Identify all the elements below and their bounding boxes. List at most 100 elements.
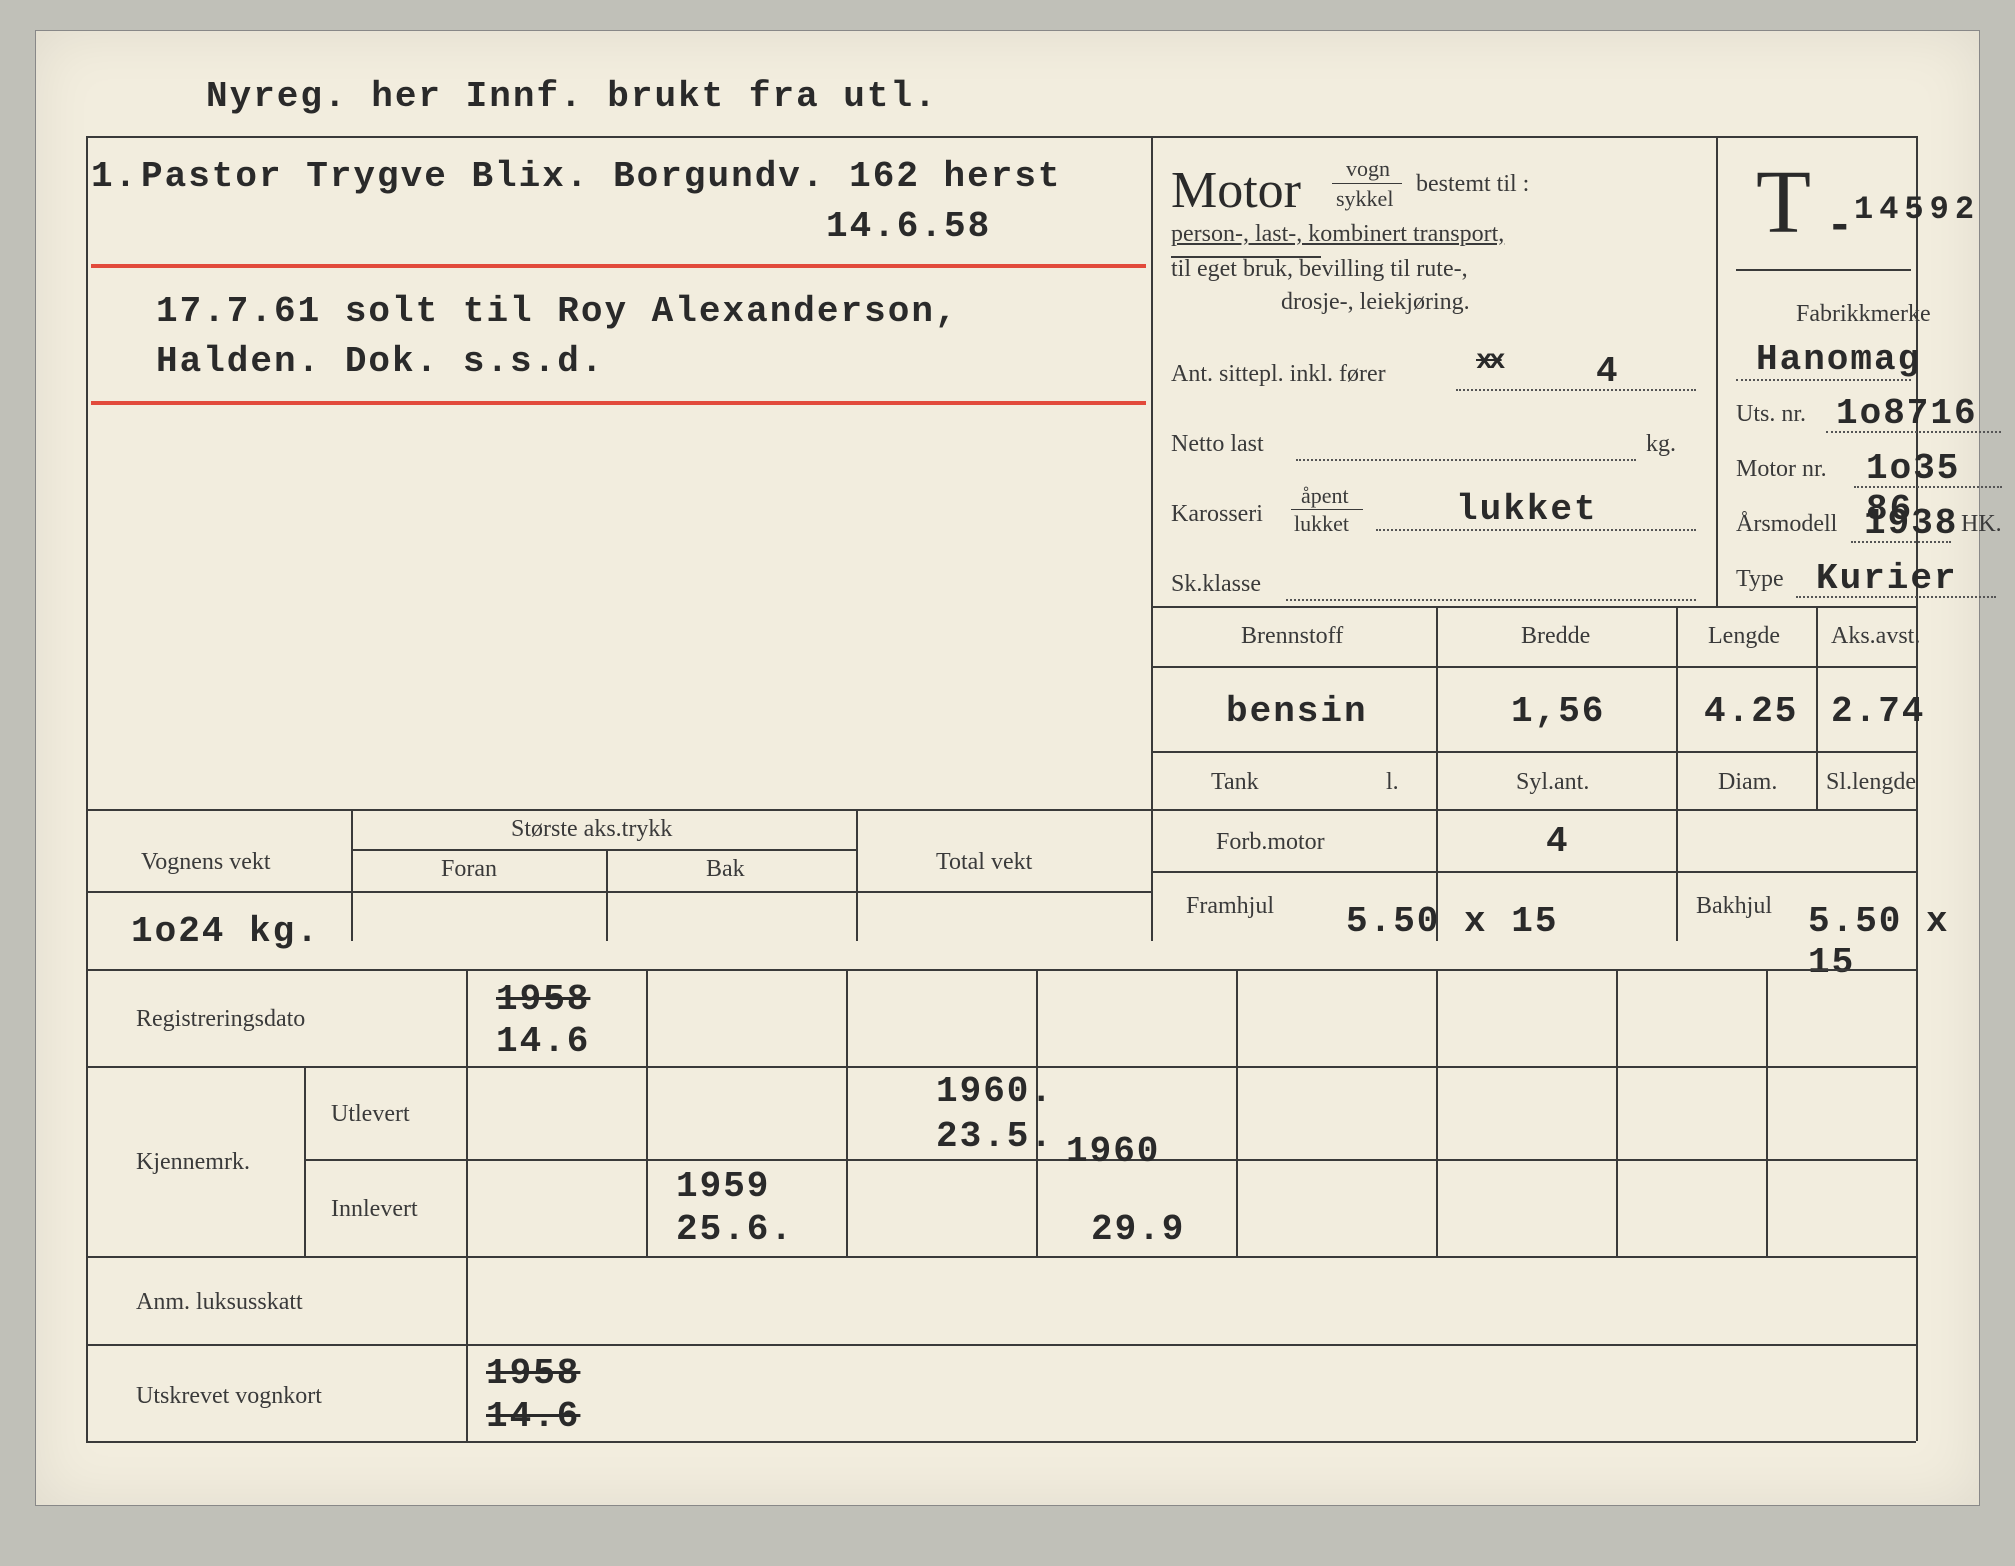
skklasse-dotline bbox=[1286, 599, 1696, 601]
lengde-lbl: Lengde bbox=[1708, 623, 1780, 650]
bredde-val: 1,56 bbox=[1511, 691, 1605, 732]
innlev-dm1: 25.6. bbox=[676, 1209, 794, 1250]
aarsmodell-lbl: Årsmodell bbox=[1736, 511, 1837, 538]
type-dot bbox=[1796, 596, 1996, 598]
innlev-dm2: 29.9 bbox=[1091, 1209, 1185, 1250]
innlev-yr2: 1960 bbox=[1066, 1131, 1160, 1172]
regdato-dm: 14.6 bbox=[496, 1021, 590, 1062]
fabrikk-val: Hanomag bbox=[1756, 339, 1921, 380]
reg-dash: - bbox=[1826, 201, 1856, 253]
weights-v0 bbox=[351, 809, 353, 941]
regdato-yr: 1958 bbox=[496, 979, 590, 1020]
motornr-dot bbox=[1854, 486, 2002, 488]
motor-sykkel: sykkel bbox=[1336, 186, 1393, 212]
foran-lbl: Foran bbox=[441, 856, 497, 883]
tank-lbl: Tank bbox=[1211, 769, 1259, 796]
motor-bestemt: bestemt til : bbox=[1416, 171, 1529, 198]
syl-lbl: Syl.ant. bbox=[1516, 769, 1589, 796]
ant-xx: xx bbox=[1476, 346, 1502, 377]
bot-v6 bbox=[1436, 969, 1438, 1256]
motor-purpose2-u bbox=[1171, 256, 1321, 258]
forb-lbl: Forb.motor bbox=[1216, 829, 1325, 856]
motornr-lbl: Motor nr. bbox=[1736, 456, 1827, 483]
skklasse-label: Sk.klasse bbox=[1171, 571, 1261, 598]
uts-lbl: Uts. nr. bbox=[1736, 401, 1806, 428]
specs-h1 bbox=[1151, 666, 1916, 668]
motor-purpose2: til eget bruk, bevilling til rute-, bbox=[1171, 256, 1468, 283]
bakhjul-lbl: Bakhjul bbox=[1696, 893, 1772, 920]
ant-label: Ant. sittepl. inkl. fører bbox=[1171, 361, 1386, 388]
owner-line2a: 17.7.61 solt til Roy Alexanderson, bbox=[156, 291, 959, 332]
total-lbl: Total vekt bbox=[936, 849, 1032, 876]
vognens-lbl: Vognens vekt bbox=[141, 849, 271, 876]
vognens-val: 1o24 kg. bbox=[131, 911, 320, 952]
innlev-lbl: Innlevert bbox=[331, 1196, 418, 1223]
hk-lbl: HK. bbox=[1961, 511, 2002, 538]
utskrevet-dm: 14.6 bbox=[486, 1396, 580, 1437]
ant-val: 4 bbox=[1596, 351, 1620, 392]
specs-v3 bbox=[1816, 606, 1818, 811]
aksavst-lbl: Aks.avst. bbox=[1831, 623, 1920, 650]
fram-val: 5.50 x 15 bbox=[1346, 901, 1558, 942]
netto-label: Netto last bbox=[1171, 431, 1264, 458]
type-val: Kurier bbox=[1816, 558, 1958, 599]
specs-h3 bbox=[86, 809, 1916, 811]
utlev-dm1: 23.5. bbox=[936, 1116, 1054, 1157]
ant-dotline bbox=[1456, 389, 1696, 391]
motor-frac-line bbox=[1332, 183, 1402, 184]
bot-v7 bbox=[1616, 969, 1618, 1256]
header-note: Nyreg. her Innf. brukt fra utl. bbox=[206, 76, 938, 117]
v-div-1 bbox=[1151, 136, 1153, 941]
reg-prefix: T bbox=[1756, 151, 1811, 254]
frame-left bbox=[86, 136, 88, 1441]
kaross-val: lukket bbox=[1456, 489, 1598, 530]
uts-val: 1o8716 bbox=[1836, 393, 1978, 434]
brennstoff-lbl: Brennstoff bbox=[1241, 623, 1343, 650]
aarsmodell-val: 1938 bbox=[1864, 503, 1958, 544]
utskrevet-lbl: Utskrevet vognkort bbox=[136, 1383, 322, 1410]
bot-v8 bbox=[1766, 969, 1768, 1256]
bak-lbl: Bak bbox=[706, 856, 745, 883]
utlev-yr1: 1960. bbox=[936, 1071, 1054, 1112]
diam-lbl: Diam. bbox=[1718, 769, 1777, 796]
weights-h-mid bbox=[86, 891, 1151, 893]
frame-right bbox=[1916, 136, 1918, 1441]
motor-purpose1: person-, last-, kombinert transport, bbox=[1171, 221, 1504, 248]
wheels-v bbox=[1676, 871, 1678, 941]
kaross-frac bbox=[1291, 509, 1363, 510]
fabrikk-dot bbox=[1736, 379, 1911, 381]
red-line-2 bbox=[91, 401, 1146, 405]
aarsmodell-dot bbox=[1851, 541, 1951, 543]
uts-dot bbox=[1826, 431, 2001, 433]
bot-h1 bbox=[86, 1066, 1916, 1068]
specs-h0 bbox=[1151, 606, 1916, 608]
bot-h3 bbox=[86, 1344, 1916, 1346]
lengde-val: 4.25 bbox=[1704, 691, 1798, 732]
owner-num: 1. bbox=[91, 156, 138, 197]
weights-v1 bbox=[606, 849, 608, 941]
frame-top bbox=[86, 136, 1916, 138]
red-line-1 bbox=[91, 264, 1146, 268]
bot-v4 bbox=[1036, 969, 1038, 1256]
motor-vogn: vogn bbox=[1346, 156, 1390, 182]
motor-word: Motor bbox=[1171, 161, 1301, 220]
owner-line2b: Halden. Dok. s.s.d. bbox=[156, 341, 604, 382]
specs-v1 bbox=[1436, 606, 1438, 941]
storste-lbl: Største aks.trykk bbox=[511, 816, 672, 843]
kaross-lukket-lbl: lukket bbox=[1294, 511, 1349, 537]
owner-line1: Pastor Trygve Blix. Borgundv. 162 herst bbox=[141, 156, 1062, 197]
weights-v2 bbox=[856, 809, 858, 941]
forb-val: 4 bbox=[1546, 821, 1570, 862]
tank-l: l. bbox=[1386, 769, 1399, 796]
specs-h4 bbox=[1151, 871, 1916, 873]
bredde-lbl: Bredde bbox=[1521, 623, 1590, 650]
specs-v2 bbox=[1676, 606, 1678, 871]
utlev-lbl: Utlevert bbox=[331, 1101, 410, 1128]
bot-v2 bbox=[646, 969, 648, 1256]
owner-date: 14.6.58 bbox=[826, 206, 991, 247]
netto-kg: kg. bbox=[1646, 431, 1676, 458]
bot-h2 bbox=[86, 1256, 1916, 1258]
innlev-yr1: 1959 bbox=[676, 1166, 770, 1207]
brennstoff-val: bensin bbox=[1226, 691, 1368, 732]
bot-v0 bbox=[304, 1066, 306, 1256]
